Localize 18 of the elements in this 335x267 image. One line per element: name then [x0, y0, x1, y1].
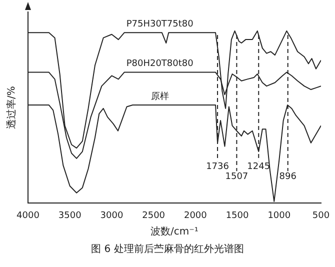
x-axis-title: 波数/cm⁻¹: [150, 226, 198, 238]
x-tick-label: 2500: [142, 210, 166, 221]
ref-line-label: 896: [279, 172, 297, 182]
series-label: P75H30T75t80: [126, 20, 194, 30]
ref-line-label: 1736: [206, 162, 230, 172]
x-tick-label: 3500: [58, 210, 82, 221]
x-tick-label: 1500: [226, 210, 250, 221]
x-tick-label: 1000: [268, 210, 291, 221]
ref-line-label: 1507: [225, 172, 248, 182]
series-label: 原样: [150, 90, 169, 102]
x-tick-label: 2000: [184, 210, 208, 221]
y-axis-title: 透过率/%: [6, 86, 18, 130]
ref-line-label: 1245: [247, 162, 270, 172]
x-tick-label: 500: [312, 210, 330, 221]
text: 图 6 处理前后苎麻骨的红外光谱图: [90, 242, 245, 256]
series-label: P80H20T80t80: [126, 59, 194, 70]
x-tick-label: 3000: [100, 210, 124, 221]
x-tick-label: 4000: [16, 210, 40, 221]
